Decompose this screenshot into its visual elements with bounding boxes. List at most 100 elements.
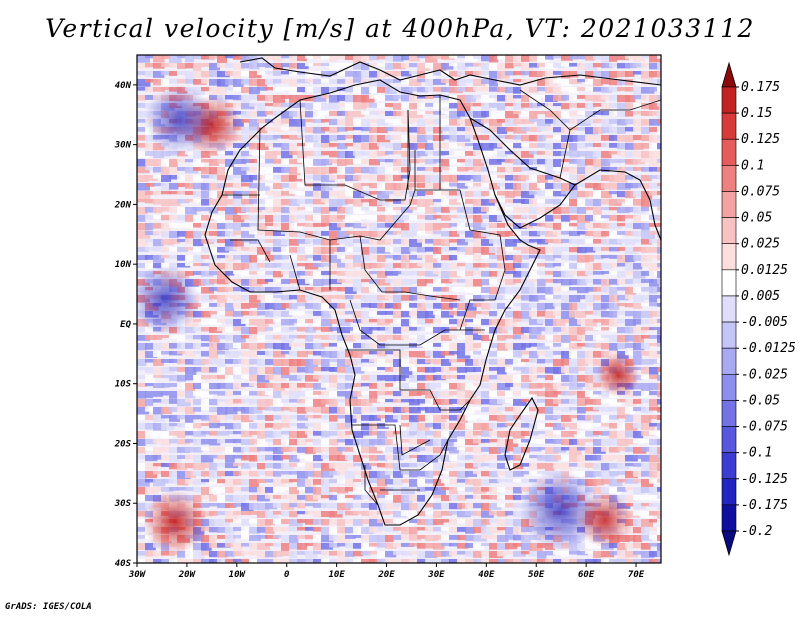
field-cell — [233, 551, 244, 556]
field-cell — [369, 127, 380, 133]
field-cell — [217, 207, 226, 211]
field-cell — [601, 199, 610, 205]
field-cell — [473, 71, 486, 76]
field-cell — [577, 127, 587, 131]
field-cell — [425, 359, 438, 364]
field-cell — [433, 399, 445, 405]
field-cell — [273, 95, 286, 103]
field-cell — [361, 159, 373, 164]
field-cell — [153, 71, 165, 78]
field-cell — [473, 191, 487, 198]
field-cell — [249, 519, 258, 524]
field-cell — [553, 335, 567, 343]
field-cell — [353, 87, 364, 94]
field-cell — [481, 55, 495, 62]
field-cell — [505, 295, 518, 300]
field-cell — [537, 559, 548, 563]
field-cell — [481, 159, 492, 164]
field-cell — [513, 479, 523, 483]
field-cell — [649, 103, 660, 110]
field-cell — [329, 375, 338, 383]
field-cell — [377, 79, 391, 87]
field-cell — [633, 519, 642, 527]
field-cell — [377, 247, 391, 254]
field-cell — [401, 287, 411, 293]
field-cell — [313, 119, 325, 124]
y-tick-label: 20S — [114, 439, 132, 449]
field-cell — [553, 455, 562, 461]
field-cell — [345, 71, 359, 77]
field-cell — [569, 551, 582, 555]
field-cell — [561, 135, 574, 142]
field-cell — [513, 495, 522, 501]
field-cell — [521, 391, 535, 397]
field-cell — [649, 183, 661, 189]
field-cell — [585, 103, 596, 110]
field-cell — [273, 327, 287, 333]
field-cell — [561, 551, 570, 557]
field-cell — [169, 207, 183, 213]
field-cell — [505, 103, 517, 107]
field-cell — [553, 231, 562, 235]
field-cell — [481, 407, 490, 413]
field-cell — [433, 183, 443, 189]
field-cell — [497, 535, 509, 542]
field-cell — [473, 439, 486, 444]
field-cell — [265, 527, 275, 534]
field-cell — [273, 255, 284, 260]
field-cell — [457, 527, 467, 532]
field-cell — [617, 127, 626, 134]
field-cell — [417, 415, 431, 422]
field-cell — [329, 55, 338, 62]
border-line — [222, 194, 301, 291]
field-cell — [153, 351, 162, 358]
field-cell — [633, 135, 642, 141]
field-cell — [489, 407, 502, 415]
field-cell — [361, 87, 370, 95]
field-cell — [361, 367, 371, 372]
field-cell — [425, 415, 438, 423]
field-cell — [633, 407, 646, 412]
field-cell — [281, 55, 293, 59]
field-cell — [449, 111, 461, 119]
field-cell — [593, 359, 607, 366]
field-cell — [161, 399, 171, 404]
field-cell — [313, 351, 326, 356]
field-cell — [409, 119, 421, 123]
field-cell — [249, 223, 262, 227]
field-cell — [449, 367, 459, 371]
field-cell — [217, 287, 229, 293]
field-cell — [553, 199, 565, 205]
field-cell — [281, 455, 294, 460]
field-cell — [457, 135, 471, 142]
field-cell — [225, 287, 234, 292]
field-cell — [185, 79, 197, 84]
field-cell — [505, 151, 518, 155]
field-cell — [273, 143, 283, 148]
field-cell — [169, 399, 178, 404]
field-cell — [585, 543, 599, 549]
field-cell — [497, 343, 508, 351]
field-cell — [321, 527, 331, 535]
field-cell — [353, 359, 363, 365]
field-cell — [481, 551, 495, 557]
field-cell — [657, 551, 661, 557]
field-cell — [377, 279, 391, 286]
axes: 30W 20W 10W 0 10E 20E 30E 40E 50E 60E 70E40N30N20N… — [114, 54, 662, 580]
field-cell — [377, 111, 387, 115]
field-cell — [137, 471, 147, 479]
field-cell — [449, 135, 459, 142]
field-cell — [481, 295, 490, 299]
field-cell — [505, 455, 516, 461]
field-cell — [289, 335, 298, 339]
field-cell — [377, 407, 389, 411]
field-cell — [513, 279, 527, 284]
field-cell — [297, 543, 308, 550]
field-cell — [465, 455, 477, 460]
field-cell — [577, 191, 589, 198]
field-cell — [273, 447, 284, 455]
field-cell — [289, 215, 299, 223]
field-cell — [353, 535, 364, 539]
field-cell — [425, 391, 438, 399]
field-cell — [273, 287, 283, 294]
